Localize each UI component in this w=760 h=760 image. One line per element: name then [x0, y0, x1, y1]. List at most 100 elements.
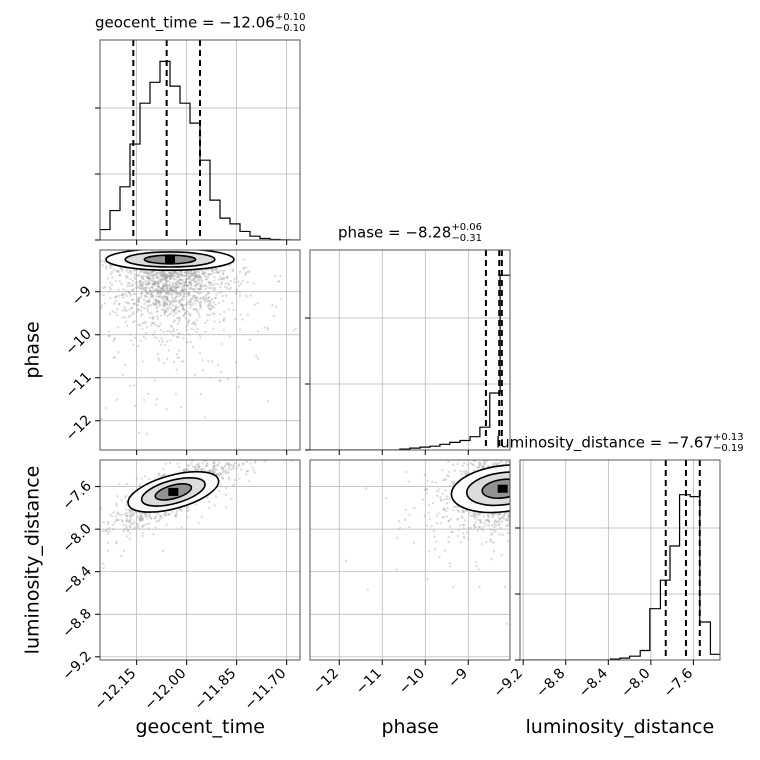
sample-point	[225, 486, 228, 490]
sample-point	[216, 271, 219, 274]
sample-point	[536, 417, 538, 419]
sample-point	[173, 308, 176, 312]
sample-point	[478, 462, 482, 466]
sample-point	[219, 286, 222, 289]
sample-point	[120, 499, 123, 502]
sample-point	[144, 289, 148, 292]
sample-point	[523, 485, 525, 487]
sample-point	[593, 461, 595, 463]
sample-point	[172, 320, 176, 324]
sample-point	[512, 475, 514, 477]
sample-point	[196, 287, 199, 290]
sample-point	[207, 303, 211, 306]
sample-point	[512, 505, 514, 507]
sample-point	[148, 278, 152, 281]
sample-point	[540, 502, 542, 504]
sample-point	[517, 474, 519, 476]
sample-point	[225, 472, 229, 475]
sample-point	[553, 481, 555, 483]
sample-point	[142, 271, 146, 274]
sample-point	[172, 310, 175, 313]
sample-point	[170, 295, 174, 298]
sample-point	[193, 294, 196, 297]
sample-point	[535, 497, 537, 499]
sample-point	[531, 572, 533, 574]
sample-point	[479, 518, 482, 522]
density-peak	[165, 255, 175, 264]
sample-point	[236, 375, 239, 379]
sample-point	[146, 292, 149, 295]
sample-point	[477, 513, 481, 517]
tick-label-luminosity_distance-3: −8.0	[59, 521, 94, 556]
sample-point	[163, 295, 166, 299]
sample-point	[147, 304, 151, 307]
sample-point	[203, 284, 206, 287]
sample-point	[125, 483, 129, 486]
sample-point	[186, 509, 189, 513]
sample-point	[154, 298, 158, 302]
sample-point	[188, 281, 192, 285]
sample-point	[152, 273, 156, 277]
tick-label-luminosity_distance-0: −9.2	[491, 666, 526, 701]
sample-point	[199, 302, 202, 305]
sample-point	[531, 468, 533, 470]
sample-point	[109, 281, 112, 284]
sample-point	[463, 518, 467, 522]
sample-point	[150, 312, 153, 315]
sample-point	[183, 303, 187, 307]
sample-point	[511, 491, 513, 493]
sample-point	[181, 295, 185, 299]
sample-point	[141, 517, 144, 520]
sample-point	[437, 488, 440, 491]
sample-point	[146, 292, 150, 295]
sample-point	[208, 313, 211, 317]
sample-point	[242, 441, 244, 443]
sample-point	[202, 467, 205, 470]
sample-point	[536, 466, 538, 468]
sample-point	[501, 533, 504, 537]
sample-point	[195, 273, 198, 277]
sample-point	[522, 473, 524, 475]
sample-point	[95, 540, 97, 542]
sample-point	[138, 517, 142, 521]
sample-point	[195, 283, 198, 286]
sample-point	[128, 509, 131, 512]
sample-point	[214, 495, 218, 498]
sample-point	[164, 511, 167, 514]
sample-point	[157, 472, 160, 475]
sample-point	[152, 282, 155, 286]
sample-point	[569, 500, 571, 502]
sample-point	[242, 267, 245, 271]
sample-point	[95, 533, 97, 535]
sample-point	[121, 293, 124, 297]
sample-point	[202, 298, 206, 301]
sample-point	[158, 274, 162, 277]
sample-point	[373, 452, 375, 454]
sample-point	[183, 271, 187, 274]
sample-point	[166, 329, 169, 333]
sample-point	[281, 432, 283, 434]
sample-point	[103, 302, 106, 305]
sample-point	[133, 384, 136, 387]
sample-point	[146, 283, 149, 287]
sample-point	[109, 514, 112, 517]
sample-point	[116, 512, 119, 516]
sample-point	[118, 482, 121, 486]
sample-point	[154, 273, 157, 276]
tick-label-phase-0: −12	[310, 666, 342, 698]
sample-point	[162, 361, 166, 365]
sample-point	[511, 522, 513, 524]
sample-point	[155, 305, 159, 309]
sample-point	[107, 541, 110, 545]
sample-point	[574, 463, 576, 465]
sample-point	[144, 299, 148, 303]
sample-point	[483, 460, 487, 463]
sample-point	[404, 508, 407, 512]
sample-point	[223, 285, 227, 289]
sample-point	[161, 287, 164, 291]
sample-point	[189, 297, 192, 300]
sample-point	[225, 469, 228, 472]
sample-point	[183, 295, 186, 298]
sample-point	[189, 270, 192, 273]
sample-point	[183, 274, 186, 278]
